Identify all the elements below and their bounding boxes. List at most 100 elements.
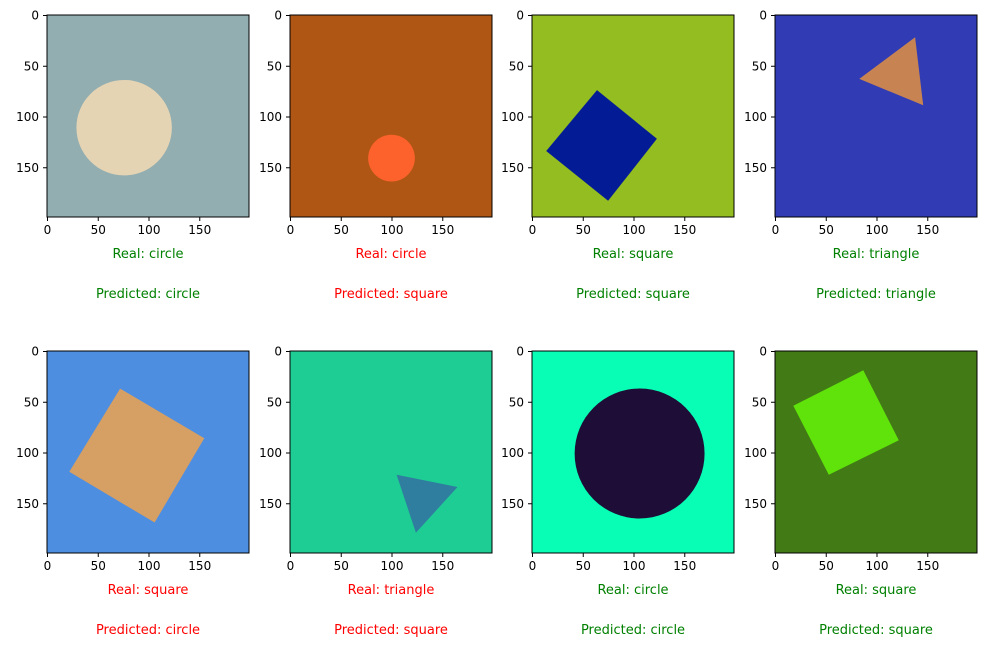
x-tick-label: 150 <box>673 223 696 237</box>
y-tick-label: 100 <box>744 110 767 124</box>
axes-frame <box>774 14 978 218</box>
x-tick-label: 0 <box>287 559 295 573</box>
y-tick-label: 0 <box>516 345 524 359</box>
x-tick-label: 100 <box>138 223 161 237</box>
y-tick-label: 50 <box>752 395 767 409</box>
y-tick-label: 0 <box>31 9 39 23</box>
image-background <box>775 15 977 217</box>
subplot-3: 0 50 100 150 0 50 100 150 Real: square Predicted:… <box>501 9 735 302</box>
real-label: Real: triangle <box>348 583 435 598</box>
x-tick-label: 0 <box>44 223 52 237</box>
shape-circle <box>574 388 705 519</box>
real-label: Real: square <box>593 247 674 262</box>
y-tick-label: 150 <box>16 497 39 511</box>
subplot-2: 0 50 100 150 0 50 100 150 Real: circle Predicted:… <box>259 9 493 302</box>
y-tick-label: 0 <box>759 9 767 23</box>
y-tick-label: 150 <box>744 161 767 175</box>
x-tick-label: 50 <box>576 223 591 237</box>
y-tick-label: 100 <box>259 110 282 124</box>
real-label: Real: square <box>836 583 917 598</box>
real-label: Real: square <box>108 583 189 598</box>
subplot-8: 0 50 100 150 0 50 100 150 Real: square Predicted:… <box>744 345 978 638</box>
x-tick-label: 150 <box>673 559 696 573</box>
axes-frame <box>531 350 735 554</box>
x-tick-label: 150 <box>188 559 211 573</box>
predicted-label: Predicted: square <box>334 287 448 302</box>
y-tick-label: 0 <box>274 345 282 359</box>
y-tick-label: 100 <box>259 446 282 460</box>
predicted-label: Predicted: square <box>576 287 690 302</box>
y-tick-label: 100 <box>16 110 39 124</box>
predicted-label: Predicted: circle <box>581 623 685 638</box>
x-tick-label: 150 <box>188 223 211 237</box>
predicted-label: Predicted: circle <box>96 287 200 302</box>
image-background <box>532 15 734 217</box>
image-background <box>775 351 977 553</box>
image-background <box>290 351 492 553</box>
axes-frame <box>774 350 978 554</box>
y-tick-label: 100 <box>501 110 524 124</box>
predicted-label: Predicted: circle <box>96 623 200 638</box>
predicted-label: Predicted: triangle <box>816 287 936 302</box>
x-tick-label: 100 <box>138 559 161 573</box>
subplot-4: 0 50 100 150 0 50 100 150 Real: triangle Predicte… <box>744 9 978 302</box>
x-tick-label: 0 <box>772 559 780 573</box>
y-tick-label: 0 <box>31 345 39 359</box>
y-tick-label: 150 <box>501 161 524 175</box>
x-tick-label: 100 <box>866 223 889 237</box>
axes-frame <box>289 14 493 218</box>
y-tick-label: 50 <box>267 395 282 409</box>
axes-frame <box>46 14 250 218</box>
x-tick-label: 150 <box>916 559 939 573</box>
subplot-7: 0 50 100 150 0 50 100 150 Real: circle Predicted:… <box>501 345 735 638</box>
y-tick-label: 150 <box>501 497 524 511</box>
x-tick-label: 0 <box>772 223 780 237</box>
shape-square <box>546 90 657 201</box>
real-label: Real: triangle <box>833 247 920 262</box>
y-tick-label: 0 <box>759 345 767 359</box>
x-tick-label: 50 <box>819 223 834 237</box>
subplot-6: 0 50 100 150 0 50 100 150 Real: triangle Predicte… <box>259 345 493 638</box>
x-tick-label: 100 <box>381 223 404 237</box>
x-tick-label: 50 <box>819 559 834 573</box>
x-tick-label: 50 <box>91 223 106 237</box>
x-tick-label: 100 <box>623 223 646 237</box>
predicted-label: Predicted: square <box>334 623 448 638</box>
y-tick-label: 150 <box>259 497 282 511</box>
subplot-5: 0 50 100 150 0 50 100 150 Real: square Predicted:… <box>16 345 250 638</box>
shape-triangle <box>396 474 458 533</box>
shape-circle <box>76 79 172 176</box>
y-tick-label: 100 <box>744 446 767 460</box>
x-tick-label: 50 <box>334 223 349 237</box>
x-tick-label: 50 <box>91 559 106 573</box>
x-tick-label: 100 <box>623 559 646 573</box>
y-tick-label: 50 <box>509 59 524 73</box>
subplot-1: 0 50 100 150 0 50 100 150 Real: circle Predicted:… <box>16 9 250 302</box>
y-tick-label: 0 <box>274 9 282 23</box>
real-label: Real: circle <box>597 583 668 598</box>
y-tick-label: 50 <box>509 395 524 409</box>
y-tick-label: 100 <box>501 446 524 460</box>
x-tick-label: 0 <box>44 559 52 573</box>
image-background <box>290 15 492 217</box>
x-tick-label: 100 <box>866 559 889 573</box>
y-tick-label: 50 <box>24 395 39 409</box>
y-tick-label: 150 <box>16 161 39 175</box>
x-tick-label: 100 <box>381 559 404 573</box>
x-tick-label: 50 <box>576 559 591 573</box>
shape-square <box>69 388 205 523</box>
x-tick-label: 150 <box>916 223 939 237</box>
real-label: Real: circle <box>112 247 183 262</box>
y-tick-label: 150 <box>744 497 767 511</box>
y-tick-label: 100 <box>16 446 39 460</box>
x-tick-label: 150 <box>431 559 454 573</box>
y-tick-label: 50 <box>24 59 39 73</box>
x-tick-label: 0 <box>529 223 537 237</box>
shape-triangle <box>859 37 924 106</box>
y-tick-label: 50 <box>752 59 767 73</box>
x-tick-label: 150 <box>431 223 454 237</box>
y-tick-label: 150 <box>259 161 282 175</box>
x-tick-label: 50 <box>334 559 349 573</box>
axes-frame <box>531 14 735 218</box>
